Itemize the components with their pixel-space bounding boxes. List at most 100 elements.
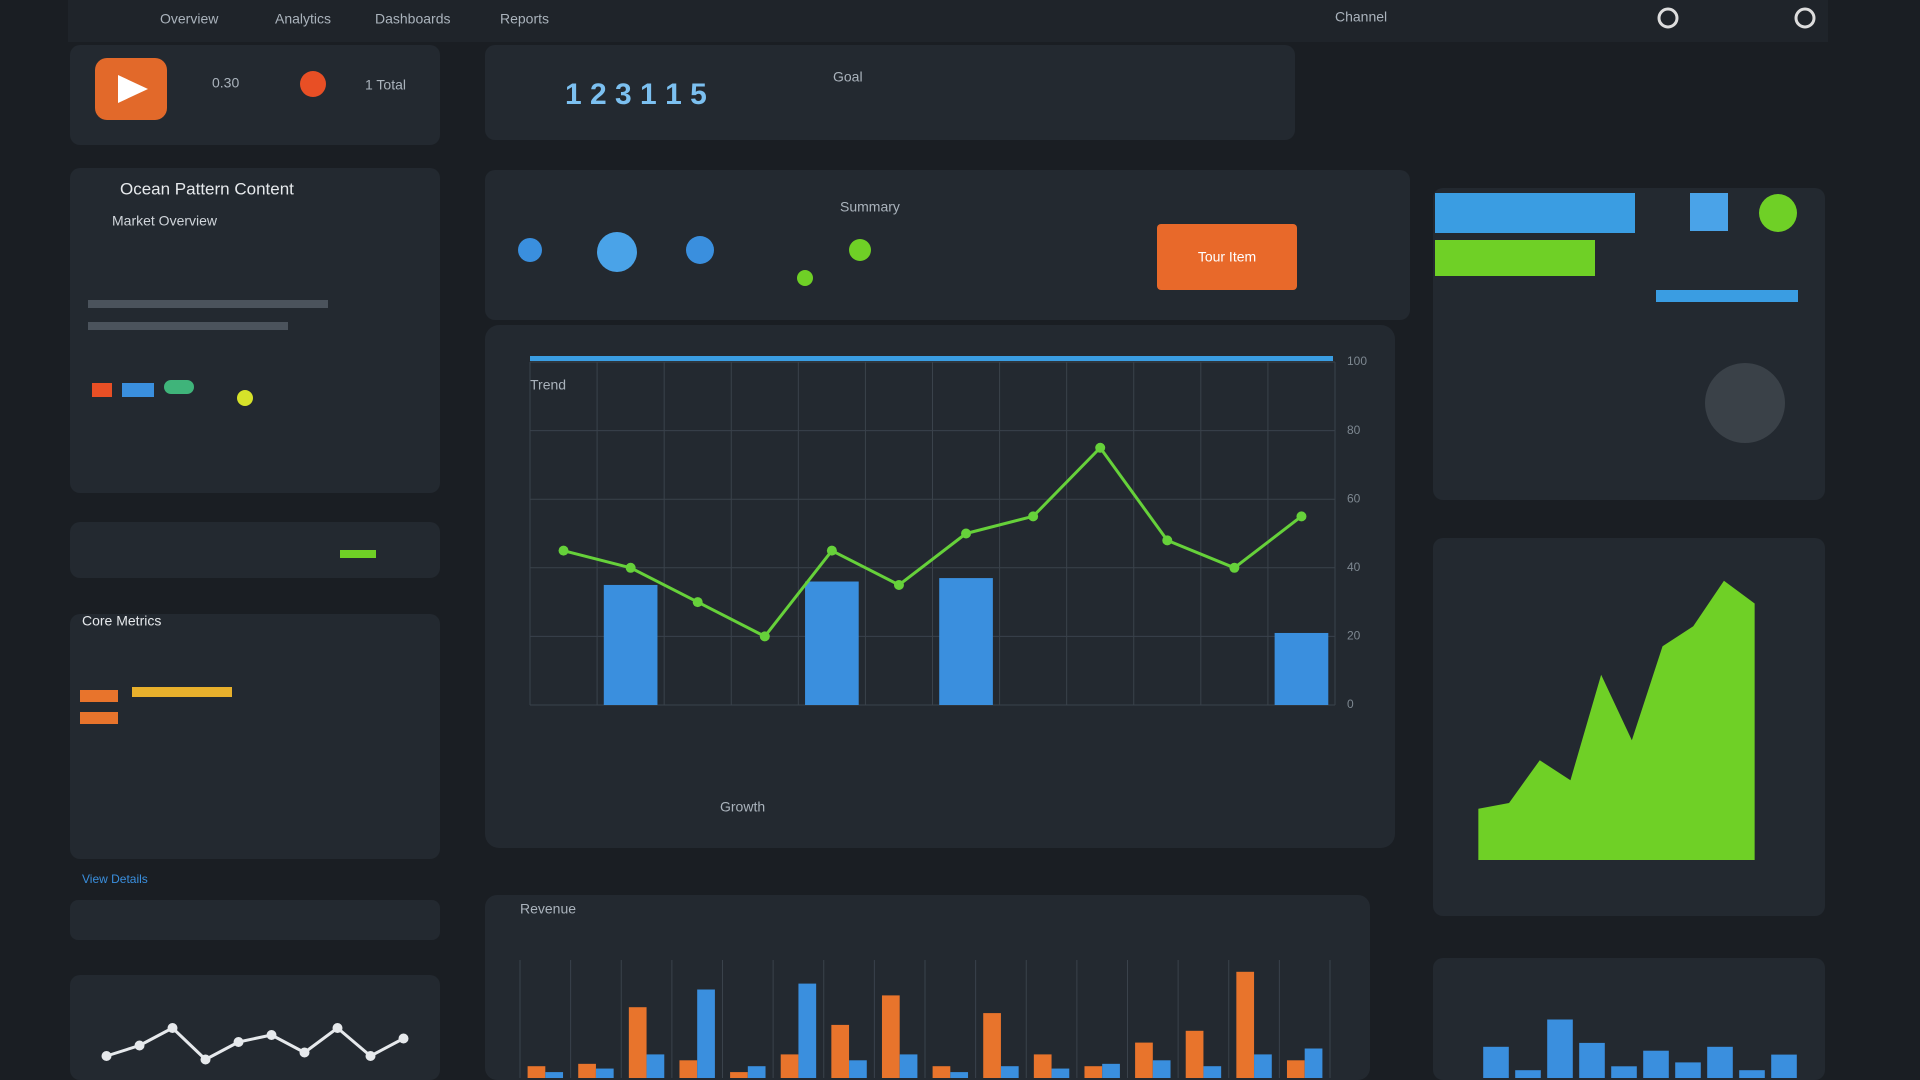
bar — [1254, 1054, 1272, 1078]
bar — [1515, 1070, 1541, 1078]
bar — [1152, 1060, 1171, 1078]
bar — [1203, 1066, 1222, 1078]
bar — [983, 1013, 1001, 1078]
bar — [831, 1024, 850, 1078]
bar — [849, 1060, 867, 1078]
bar — [1102, 1063, 1120, 1078]
swatch[interactable] — [1690, 193, 1728, 231]
bar — [1000, 1066, 1019, 1078]
button-label[interactable]: Tour Item — [1198, 249, 1256, 265]
panel — [70, 975, 440, 1080]
bar — [1274, 632, 1329, 705]
bar — [939, 578, 993, 705]
button[interactable] — [1157, 224, 1297, 290]
bar — [805, 581, 859, 705]
point — [1296, 511, 1307, 522]
point — [893, 579, 904, 590]
point — [1095, 442, 1106, 453]
point — [299, 1047, 310, 1058]
bar — [780, 1054, 799, 1078]
point — [1162, 535, 1173, 546]
point — [365, 1051, 376, 1061]
nav[interactable]: Reports — [500, 11, 549, 27]
chip — [92, 383, 112, 397]
y-tick-label: 100 — [1347, 354, 1367, 368]
point — [233, 1037, 244, 1047]
line — [563, 446, 1303, 638]
bar — [697, 989, 715, 1078]
bar — [679, 1060, 698, 1078]
bar-indicator — [340, 550, 376, 558]
indicator — [518, 238, 542, 262]
panel-title: Ocean Pattern Content — [120, 179, 294, 198]
bar — [1611, 1066, 1637, 1078]
toggle[interactable] — [1435, 193, 1635, 233]
text-line — [88, 322, 288, 330]
point — [398, 1033, 409, 1044]
area — [1478, 580, 1755, 860]
brand: Channel — [1335, 9, 1387, 25]
bar — [950, 1072, 969, 1078]
bar — [1185, 1030, 1204, 1078]
point — [200, 1054, 211, 1065]
chip — [164, 380, 194, 394]
tab[interactable]: Summary — [840, 199, 900, 215]
point — [826, 545, 837, 556]
y-tick-label: 20 — [1347, 629, 1361, 643]
bar — [1236, 971, 1255, 1078]
chart-title: Revenue — [520, 901, 576, 917]
y-tick-label: 40 — [1347, 560, 1361, 574]
kpi-label: Goal — [833, 69, 863, 85]
chip — [132, 687, 232, 697]
stat: 1 Total — [365, 77, 406, 93]
point — [167, 1023, 178, 1033]
bar — [1771, 1054, 1797, 1078]
bar — [798, 983, 817, 1078]
bar — [1579, 1042, 1605, 1078]
point — [1028, 511, 1039, 522]
point — [558, 545, 569, 556]
icon[interactable] — [1794, 7, 1816, 29]
nav[interactable]: Overview — [160, 11, 219, 27]
bar — [1286, 1060, 1305, 1078]
point — [625, 562, 636, 573]
chip — [237, 390, 253, 406]
legend-hint: Growth — [720, 799, 765, 815]
panel — [70, 168, 440, 493]
chip — [80, 690, 118, 702]
panel-subtitle: Market Overview — [112, 213, 218, 229]
nav[interactable]: Dashboards — [375, 11, 451, 27]
avatar[interactable] — [1705, 363, 1785, 443]
bar — [1483, 1046, 1509, 1078]
bar — [1084, 1066, 1103, 1078]
icon[interactable] — [1657, 7, 1679, 29]
panel — [70, 522, 440, 578]
point — [1229, 562, 1240, 573]
y-tick-label: 80 — [1347, 423, 1361, 437]
bar — [1051, 1068, 1070, 1078]
line — [106, 1026, 405, 1061]
nav[interactable]: Analytics — [275, 11, 331, 27]
bar — [1547, 1019, 1573, 1078]
toggle[interactable] — [1435, 240, 1595, 276]
bar — [1675, 1062, 1701, 1078]
bar — [527, 1066, 546, 1078]
highlight — [530, 356, 1333, 361]
indicator — [849, 239, 871, 261]
bar — [1643, 1050, 1669, 1078]
top-bar — [68, 0, 1828, 42]
bar — [545, 1072, 564, 1078]
bar — [932, 1066, 951, 1078]
chart-title: Trend — [530, 377, 566, 393]
point — [759, 631, 770, 642]
point — [332, 1023, 343, 1033]
text-line — [88, 300, 328, 308]
progress — [1656, 290, 1798, 302]
point — [101, 1051, 112, 1061]
bar — [603, 584, 658, 705]
indicator — [797, 270, 813, 286]
bar — [1304, 1048, 1323, 1078]
indicator — [686, 236, 714, 264]
logo-glyph — [118, 75, 148, 103]
link[interactable]: View Details — [82, 872, 148, 886]
